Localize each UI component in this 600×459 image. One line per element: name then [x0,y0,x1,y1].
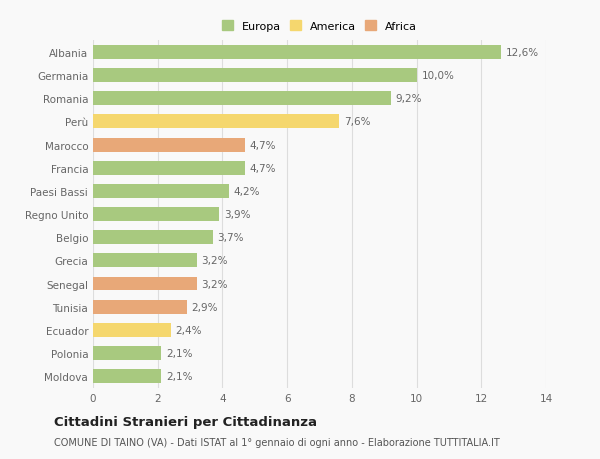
Legend: Europa, America, Africa: Europa, America, Africa [220,19,419,34]
Bar [93,115,339,129]
Text: COMUNE DI TAINO (VA) - Dati ISTAT al 1° gennaio di ogni anno - Elaborazione TUTT: COMUNE DI TAINO (VA) - Dati ISTAT al 1° … [54,437,500,447]
Bar [93,138,245,152]
Text: 3,9%: 3,9% [224,210,251,219]
Bar [93,231,213,245]
Text: 9,2%: 9,2% [395,94,422,104]
Bar [93,346,161,360]
Text: 2,1%: 2,1% [166,348,193,358]
Text: 3,2%: 3,2% [202,279,228,289]
Bar [93,92,391,106]
Bar [93,277,197,291]
Bar [93,254,197,268]
Bar [93,207,219,222]
Bar [93,323,170,337]
Text: 3,2%: 3,2% [202,256,228,266]
Bar [93,300,187,314]
Bar [93,162,245,175]
Text: 2,9%: 2,9% [191,302,218,312]
Bar [93,185,229,198]
Text: 4,7%: 4,7% [250,163,277,174]
Text: 4,7%: 4,7% [250,140,277,150]
Text: 3,7%: 3,7% [218,233,244,243]
Text: Cittadini Stranieri per Cittadinanza: Cittadini Stranieri per Cittadinanza [54,415,317,428]
Text: 4,2%: 4,2% [234,186,260,196]
Text: 2,4%: 2,4% [176,325,202,335]
Bar [93,46,500,60]
Text: 12,6%: 12,6% [506,48,539,58]
Text: 2,1%: 2,1% [166,371,193,381]
Bar [93,369,161,383]
Text: 10,0%: 10,0% [421,71,454,81]
Bar [93,69,416,83]
Text: 7,6%: 7,6% [344,117,370,127]
